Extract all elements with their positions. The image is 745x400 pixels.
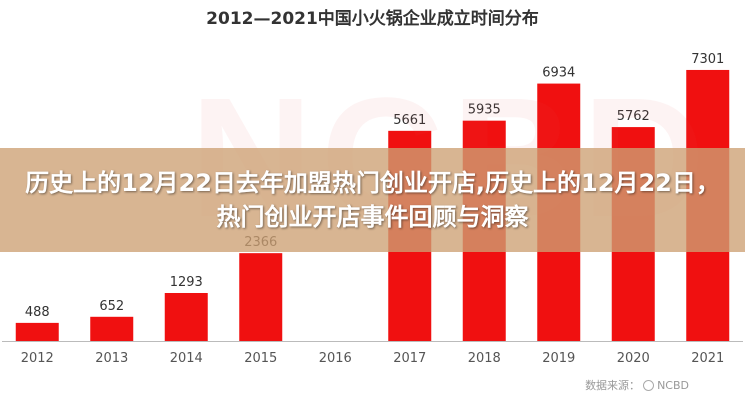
x-tick-label-2018: 2018 <box>468 351 501 366</box>
x-tick-label-2021: 2021 <box>691 351 724 366</box>
x-tick-labels-group: 2012 2013 2014 2015 2016 2017 2018 2019 2020 2021 <box>21 351 725 366</box>
x-tick-label-2013: 2013 <box>95 351 128 366</box>
source-label: 数据来源： <box>585 379 641 392</box>
x-tick-label-2015: 2015 <box>244 351 277 366</box>
bar-2015 <box>239 253 283 341</box>
x-tick-label-2017: 2017 <box>393 351 426 366</box>
value-label-2021: 7301 <box>691 52 724 67</box>
value-label-2012: 488 <box>25 305 50 320</box>
value-label-2019: 6934 <box>542 66 575 81</box>
data-source-note: 数据来源： NCBD <box>585 377 689 393</box>
bar-2014 <box>164 292 208 341</box>
source-logo-icon <box>643 380 655 391</box>
x-tick-label-2019: 2019 <box>542 351 575 366</box>
article-title-banner: 历史上的12月22日去年加盟热门创业开店,历史上的12月22日，热门创业开店事件… <box>0 148 745 252</box>
value-label-2018: 5935 <box>468 103 501 118</box>
value-label-2020: 5762 <box>617 109 650 124</box>
value-labels-group: 4886521293236656615935693457627301 <box>25 52 724 320</box>
x-tick-label-2014: 2014 <box>170 351 203 366</box>
source-name: NCBD <box>657 379 689 392</box>
x-tick-label-2016: 2016 <box>319 351 352 366</box>
x-tick-label-2020: 2020 <box>617 351 650 366</box>
x-tick-label-2012: 2012 <box>21 351 54 366</box>
article-title: 历史上的12月22日去年加盟热门创业开店,历史上的12月22日，热门创业开店事件… <box>25 169 720 231</box>
value-label-2014: 1293 <box>170 275 203 290</box>
chart-title: 2012—2021中国小火锅企业成立时间分布 <box>206 9 539 29</box>
value-label-2013: 652 <box>99 299 124 314</box>
bar-2013 <box>90 316 134 341</box>
value-label-2017: 5661 <box>393 113 426 128</box>
bar-2012 <box>15 322 59 341</box>
